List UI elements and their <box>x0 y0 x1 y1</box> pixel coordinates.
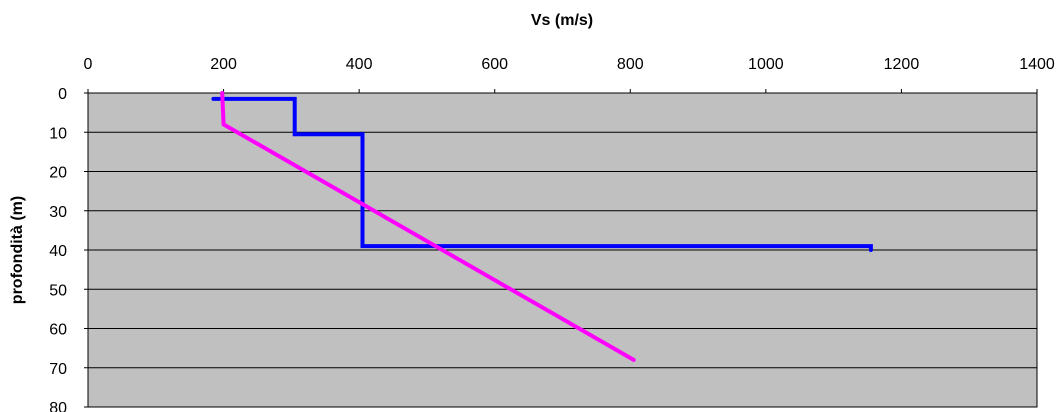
x-tick-label: 800 <box>617 56 644 73</box>
series-group <box>211 91 873 362</box>
y-tick-label: 0 <box>58 86 67 103</box>
series-line-2 <box>220 91 636 362</box>
series-line-1 <box>211 96 873 252</box>
y-axis-title: profondità (m) <box>9 196 26 304</box>
x-axis-ticks: 0 200 400 600 800 1000 1200 1400 <box>84 56 1055 93</box>
y-tick-label: 20 <box>49 165 67 182</box>
x-tick-label: 0 <box>84 56 93 73</box>
x-tick-label: 1000 <box>748 56 784 73</box>
y-tick-label: 50 <box>49 282 67 299</box>
x-tick-label: 600 <box>481 56 508 73</box>
y-tick-label: 30 <box>49 204 67 221</box>
y-axis-ticks: 0 10 20 30 40 50 60 70 80 <box>49 86 88 412</box>
y-tick-label: 40 <box>49 243 67 260</box>
x-tick-label: 400 <box>346 56 373 73</box>
x-tick-label: 1200 <box>884 56 920 73</box>
y-tick-label: 70 <box>49 361 67 378</box>
gridlines <box>88 131 1037 369</box>
y-tick-label: 60 <box>49 322 67 339</box>
x-tick-label: 200 <box>210 56 237 73</box>
x-tick-label: 1400 <box>1019 56 1055 73</box>
y-tick-label: 80 <box>49 400 67 412</box>
x-axis-title: Vs (m/s) <box>531 12 593 29</box>
y-tick-label: 10 <box>49 125 67 142</box>
